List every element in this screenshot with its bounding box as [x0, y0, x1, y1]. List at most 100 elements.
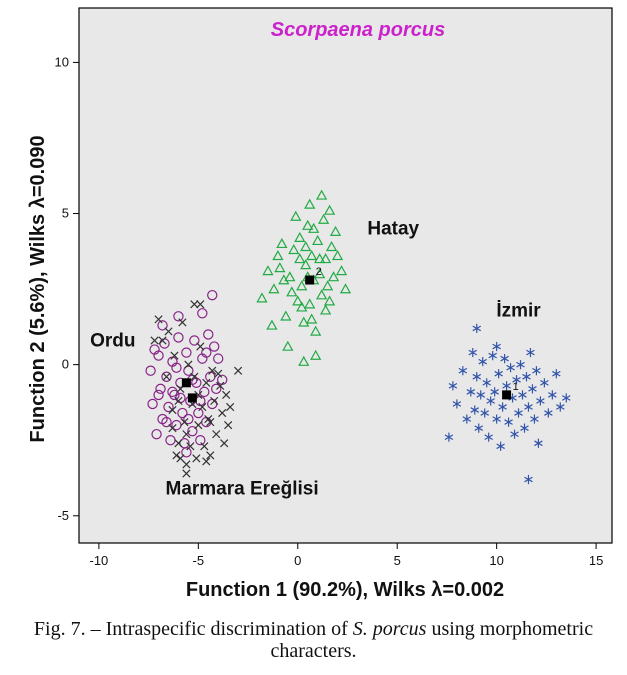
point-x — [174, 439, 183, 448]
point-star — [492, 414, 501, 424]
point-circle — [213, 353, 224, 364]
point-triangle — [286, 286, 298, 297]
y-tick-label: 10 — [55, 54, 69, 69]
x-tick-label: 10 — [489, 553, 503, 568]
point-x — [198, 402, 207, 412]
caption-suffix: using morphometric characters. — [270, 618, 594, 662]
point-triangle — [282, 340, 294, 351]
point-triangle — [300, 259, 312, 270]
point-triangle — [321, 280, 334, 291]
group-label: Ordu — [90, 331, 135, 352]
point-star — [518, 390, 527, 400]
point-x — [224, 421, 233, 430]
point-star — [472, 323, 482, 333]
point-star — [470, 405, 480, 415]
point-triangle — [327, 271, 340, 282]
axes: -10 -5 0 5 10 15 -5 0 5 10 — [55, 54, 604, 568]
point-star — [548, 390, 557, 400]
point-triangle — [316, 189, 328, 200]
point-triangle — [308, 222, 320, 233]
point-x — [170, 351, 179, 360]
point-x — [226, 402, 235, 412]
point-star — [552, 369, 561, 379]
point-x — [186, 442, 195, 451]
point-x — [182, 430, 191, 439]
point-circle — [173, 332, 184, 343]
point-star — [522, 372, 531, 382]
point-circle — [183, 413, 194, 425]
point-x — [200, 442, 209, 451]
point-circle — [161, 371, 172, 382]
point-triangle — [323, 295, 336, 306]
point-star — [486, 396, 495, 406]
point-star — [561, 393, 571, 403]
point-triangle — [268, 283, 280, 294]
point-star — [502, 381, 511, 391]
point-circle — [163, 401, 174, 413]
point-star — [488, 350, 497, 361]
point-x — [172, 451, 181, 460]
point-circle — [169, 389, 180, 401]
point-star — [498, 402, 507, 412]
point-star — [512, 375, 521, 385]
x-tick-label: 0 — [294, 553, 301, 568]
centroid-label: 1 — [513, 381, 519, 393]
point-circle — [211, 383, 222, 395]
point-star — [484, 432, 493, 442]
point-x — [192, 454, 201, 463]
point-circle — [201, 347, 212, 358]
point-x — [222, 390, 231, 399]
point-triangle — [329, 225, 342, 236]
point-star — [526, 347, 535, 358]
point-triangle — [335, 265, 348, 276]
point-triangle — [310, 349, 322, 360]
point-x — [168, 405, 177, 415]
x-axis-label: Function 1 (90.2%), Wilks λ=0.002 — [186, 579, 504, 601]
point-circle — [173, 311, 184, 322]
point-x — [180, 417, 189, 427]
point-circle — [157, 320, 168, 331]
point-x — [184, 360, 193, 369]
point-star — [458, 366, 468, 376]
centroid-marker — [187, 393, 197, 403]
point-triangle — [294, 231, 306, 242]
point-circle — [193, 407, 204, 419]
point-triangle — [290, 210, 302, 221]
point-triangle — [294, 253, 306, 264]
point-triangle — [306, 313, 318, 324]
point-triangle — [280, 310, 292, 321]
point-star — [556, 402, 565, 412]
x-tick-label: -5 — [193, 553, 205, 568]
point-x — [194, 421, 203, 430]
point-triangle — [339, 283, 352, 294]
point-triangle — [276, 237, 288, 249]
point-circle — [153, 389, 164, 401]
point-triangle — [314, 268, 326, 279]
point-triangle — [316, 289, 328, 300]
point-star — [506, 363, 515, 373]
point-x — [202, 378, 211, 387]
point-star — [478, 357, 488, 367]
point-triangle — [300, 240, 312, 252]
point-x — [168, 424, 177, 433]
y-tick-label: -5 — [57, 508, 69, 523]
point-star — [490, 387, 499, 397]
point-triangle — [325, 240, 338, 252]
point-x — [164, 327, 173, 336]
point-x — [220, 439, 229, 448]
group-labels: Hatay İzmir Ordu Marmara Ereğlisi — [90, 219, 541, 500]
point-circle — [147, 398, 158, 410]
point-x — [182, 469, 191, 478]
point-triangle — [292, 295, 304, 306]
point-star — [544, 408, 553, 418]
point-star — [468, 347, 478, 358]
point-triangle — [274, 262, 286, 273]
centroid-marker — [502, 390, 512, 400]
point-star — [462, 414, 472, 424]
point-x — [196, 342, 205, 351]
point-triangle — [323, 204, 336, 215]
data-points — [145, 189, 571, 485]
point-triangle — [296, 301, 308, 312]
point-circle — [189, 335, 200, 346]
point-circle — [197, 308, 208, 319]
